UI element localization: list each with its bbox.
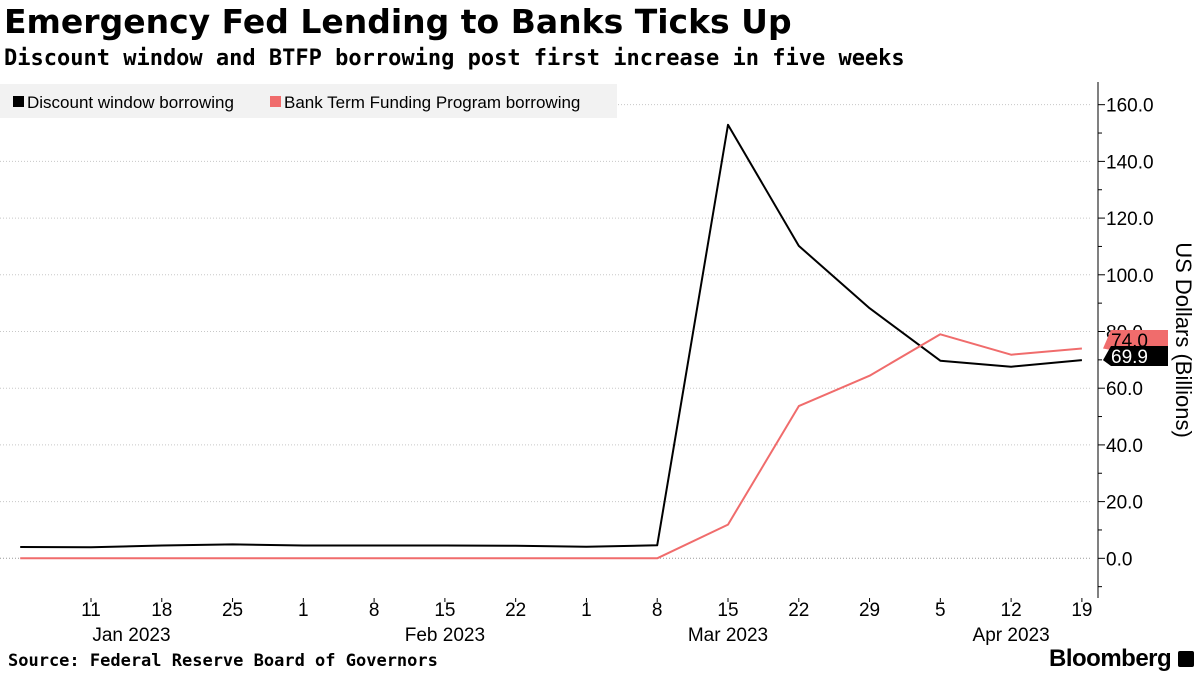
x-month-label: Feb 2023	[405, 625, 485, 646]
last-value-labels: 74.069.9	[1103, 330, 1168, 368]
x-tick-label: 18	[151, 600, 172, 621]
y-tick-label: 0.0	[1106, 549, 1132, 570]
y-tick-label: 140.0	[1106, 152, 1154, 173]
x-tick-label: 1	[298, 600, 309, 621]
legend-box	[0, 84, 617, 118]
x-tick-label: 5	[935, 600, 946, 621]
y-tick-label: 100.0	[1106, 266, 1154, 287]
x-month-label: Jan 2023	[92, 625, 170, 646]
gridlines	[0, 104, 1092, 559]
bloomberg-terminal-icon	[1178, 651, 1194, 667]
x-tick-label: 12	[1001, 600, 1022, 621]
source-note: Source: Federal Reserve Board of Governo…	[8, 651, 438, 671]
last-value-label: 69.9	[1111, 347, 1148, 368]
axes: 0.020.040.060.080.0100.0120.0140.0160.0U…	[81, 82, 1196, 646]
x-tick-label: 19	[1071, 600, 1092, 621]
y-axis-title: US Dollars (Billions)	[1171, 242, 1196, 438]
series-lines	[20, 123, 1082, 560]
legend-label: Discount window borrowing	[27, 93, 234, 112]
y-tick-label: 40.0	[1106, 436, 1143, 457]
legend-swatch-btfp	[270, 96, 281, 107]
series-line-discount-window	[20, 123, 1082, 549]
x-tick-label: 29	[859, 600, 880, 621]
y-tick-label: 120.0	[1106, 209, 1154, 230]
legend-label: Bank Term Funding Program borrowing	[284, 93, 580, 112]
last-value-flag-shape	[1103, 346, 1168, 366]
x-month-label: Mar 2023	[688, 625, 768, 646]
legend-swatch-discount-window	[13, 96, 24, 107]
x-tick-label: 11	[81, 600, 101, 621]
y-tick-label: 160.0	[1106, 96, 1154, 117]
x-tick-label: 15	[434, 600, 455, 621]
legend[interactable]: Discount window borrowing Bank Term Fundi…	[0, 84, 617, 118]
x-tick-label: 1	[581, 600, 592, 621]
chart-subtitle: Discount window and BTFP borrowing post …	[4, 46, 905, 71]
y-tick-label: 20.0	[1106, 493, 1143, 514]
chart-title: Emergency Fed Lending to Banks Ticks Up	[4, 2, 792, 41]
x-month-label: Apr 2023	[973, 625, 1050, 646]
series-line-btfp	[20, 333, 1082, 560]
x-tick-label: 8	[652, 600, 663, 621]
last-value-flag: 69.9	[1103, 346, 1168, 368]
x-tick-label: 8	[369, 600, 380, 621]
x-tick-label: 25	[222, 600, 243, 621]
y-tick-label: 60.0	[1106, 379, 1143, 400]
x-tick-label: 22	[505, 600, 526, 621]
last-value-flag-shape	[1103, 330, 1168, 350]
bloomberg-logo: Bloomberg	[1049, 645, 1172, 672]
x-tick-label: 15	[717, 600, 738, 621]
x-tick-label: 22	[788, 600, 809, 621]
